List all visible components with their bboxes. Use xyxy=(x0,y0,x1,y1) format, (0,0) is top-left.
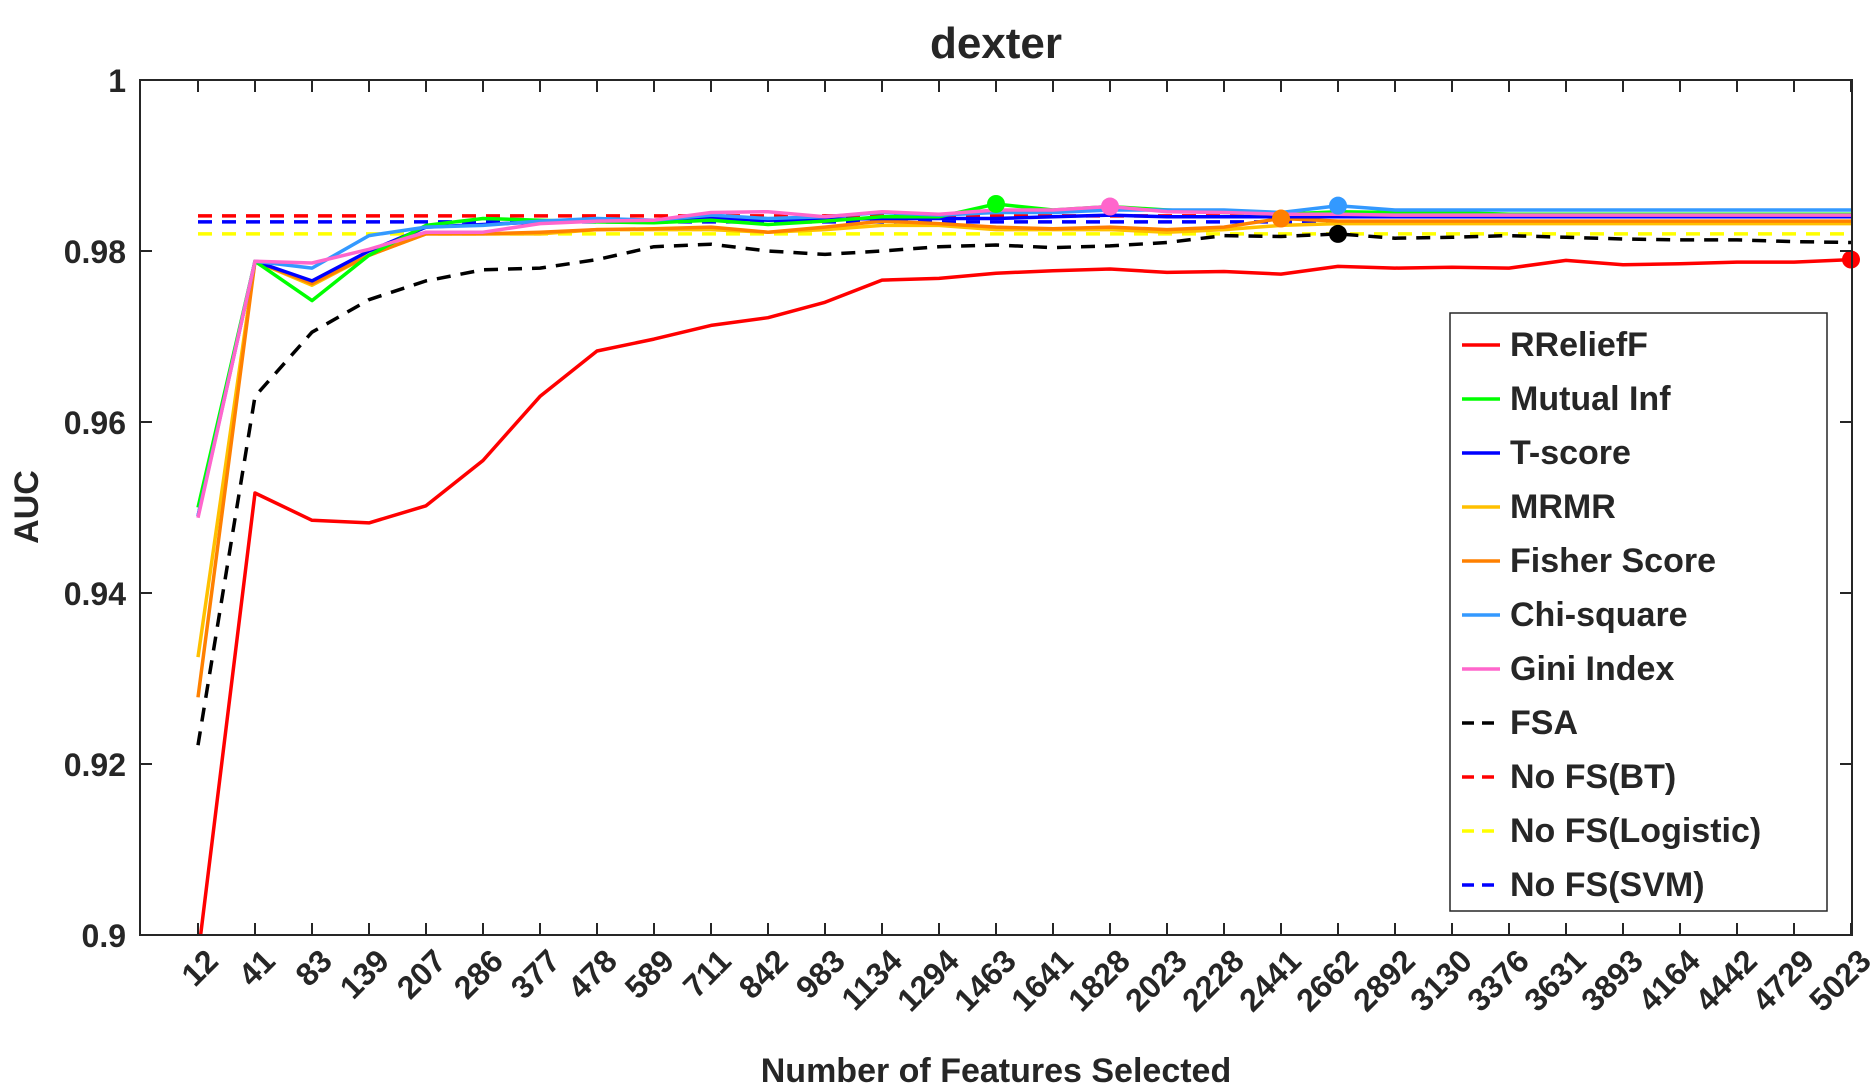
x-tick-label: 3893 xyxy=(1574,942,1650,1018)
x-tick-label: 1641 xyxy=(1004,942,1080,1018)
legend-label: No FS(SVM) xyxy=(1510,866,1705,904)
x-tick-label: 1828 xyxy=(1061,942,1137,1018)
y-tick-label: 0.96 xyxy=(64,405,126,441)
x-tick-label: 1463 xyxy=(947,942,1023,1018)
marker-mutual-inf xyxy=(987,194,1005,213)
x-tick-label: 5023 xyxy=(1802,942,1875,1018)
x-tick-label: 12 xyxy=(174,942,225,993)
x-tick-label: 41 xyxy=(231,942,282,993)
x-tick-label: 286 xyxy=(447,942,510,1005)
series-line-rrelieff xyxy=(198,257,1852,935)
y-tick-label: 1 xyxy=(108,63,126,99)
y-tick-label: 0.92 xyxy=(64,747,126,783)
y-axis-label: AUC xyxy=(8,470,46,544)
x-tick-label: 3130 xyxy=(1403,942,1479,1018)
legend-label: No FS(BT) xyxy=(1510,758,1676,796)
x-tick-label: 4729 xyxy=(1745,942,1821,1018)
x-tick-label: 478 xyxy=(561,942,624,1005)
x-tick-label: 4164 xyxy=(1631,942,1707,1018)
y-tick-label: 0.94 xyxy=(64,576,126,612)
x-tick-label: 3631 xyxy=(1517,942,1593,1018)
legend-label: Fisher Score xyxy=(1510,542,1716,580)
marker-fsa xyxy=(1329,224,1347,243)
x-tick-label: 2662 xyxy=(1289,942,1365,1018)
y-tick-label: 0.98 xyxy=(64,234,126,270)
x-tick-label: 207 xyxy=(390,942,453,1005)
x-tick-label: 3376 xyxy=(1460,942,1536,1018)
x-tick-label: 589 xyxy=(618,942,681,1005)
legend-label: FSA xyxy=(1510,704,1578,742)
x-tick-label: 1294 xyxy=(890,942,966,1018)
legend-label: RReliefF xyxy=(1510,326,1648,364)
series-line-fsa xyxy=(196,232,1852,746)
y-tick-label: 0.9 xyxy=(82,918,126,954)
series-layer xyxy=(196,202,1852,935)
x-tick-label: 139 xyxy=(333,942,396,1005)
x-tick-label: 2023 xyxy=(1118,942,1194,1018)
legend-label: T-score xyxy=(1510,434,1631,472)
marker-fisher-score xyxy=(1272,209,1290,228)
x-axis-label: Number of Features Selected xyxy=(761,1052,1231,1086)
series-line-gini-index xyxy=(196,204,1851,519)
y-axis: 0.9 0.92 0.94 0.96 0.98 1 xyxy=(64,63,1852,954)
x-tick-label: 842 xyxy=(732,942,795,1005)
legend-label: Gini Index xyxy=(1510,650,1674,688)
x-tick-label: 1134 xyxy=(834,942,909,1017)
x-tick-label: 2441 xyxy=(1232,942,1308,1018)
x-tick-label: 2228 xyxy=(1175,942,1251,1018)
x-tick-label: 4442 xyxy=(1688,942,1764,1018)
legend-label: No FS(Logistic) xyxy=(1510,812,1761,850)
x-tick-label: 2892 xyxy=(1346,942,1422,1018)
x-tick-label: 377 xyxy=(504,942,567,1005)
legend-label: Chi-square xyxy=(1510,596,1688,634)
legend-label: MRMR xyxy=(1510,488,1616,526)
legend-label: Mutual Inf xyxy=(1510,380,1671,418)
legend: RReliefF Mutual Inf T-score MRMR Fisher Scor… xyxy=(1449,312,1828,912)
legend-box xyxy=(1449,312,1828,912)
x-tick-label: 711 xyxy=(676,942,738,1004)
marker-chi-square xyxy=(1329,196,1347,215)
x-tick-label: 83 xyxy=(288,942,339,993)
marker-gini-index xyxy=(1101,197,1119,216)
chart-title: dexter xyxy=(930,19,1062,68)
series-line-chi-square xyxy=(196,203,1851,517)
